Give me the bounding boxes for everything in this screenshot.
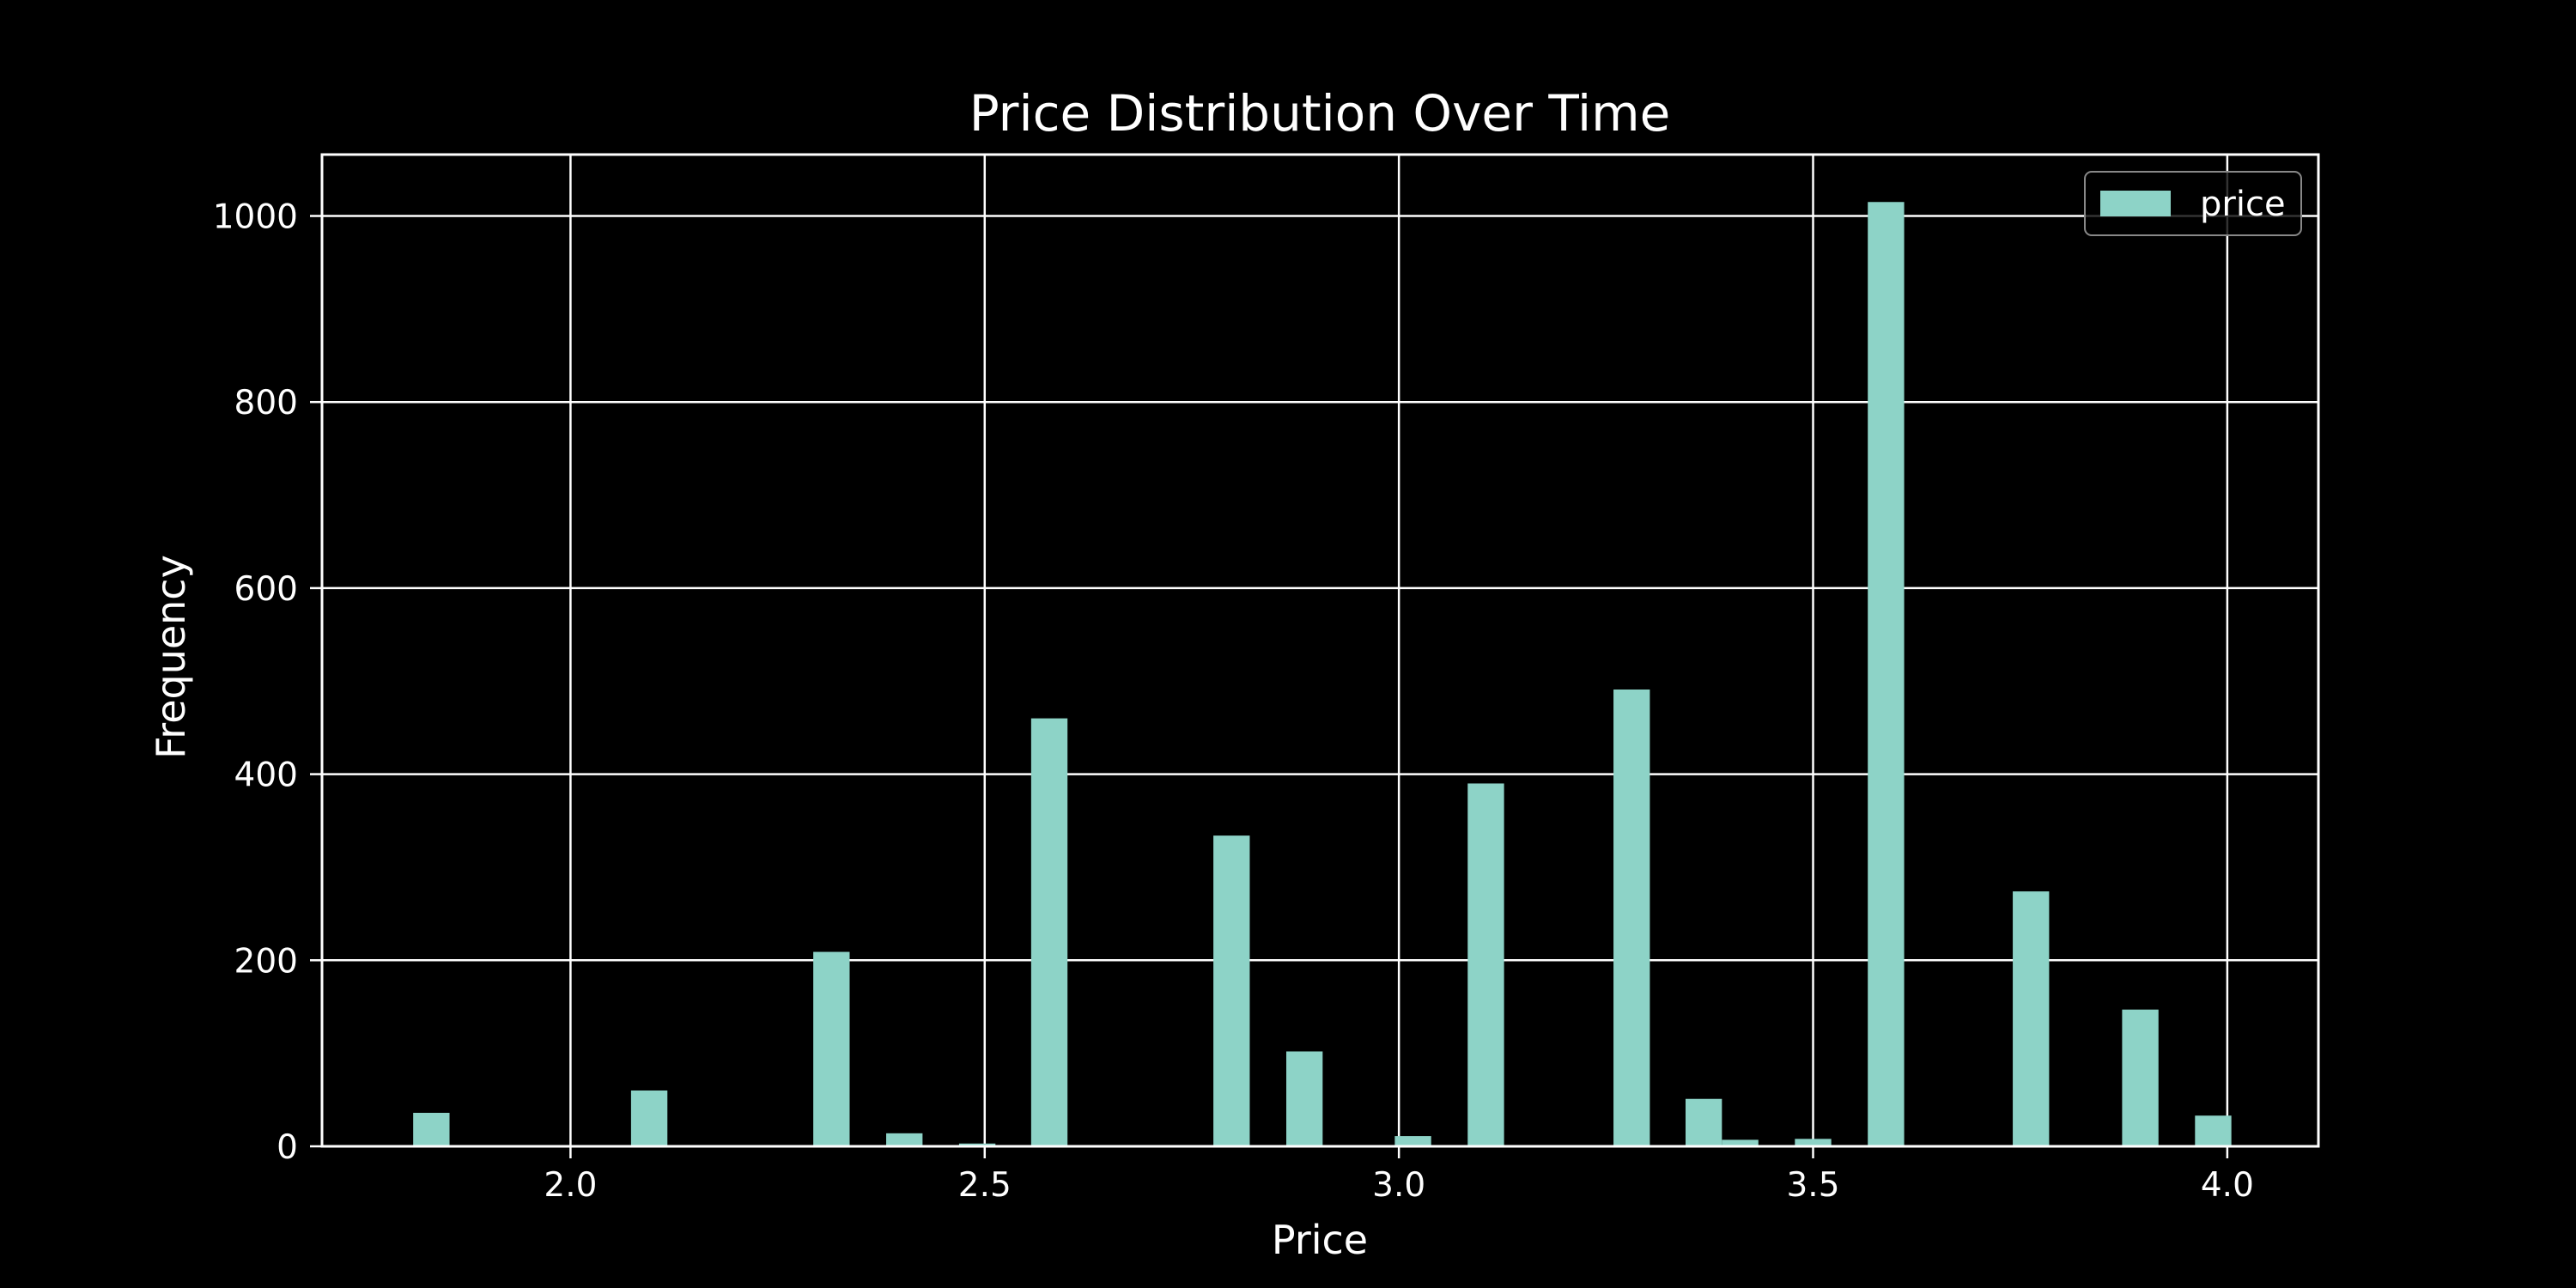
histogram-bar: [1868, 202, 1905, 1147]
histogram-bar: [2013, 891, 2050, 1146]
x-tick-label: 3.0: [1372, 1166, 1425, 1205]
y-tick-label: 800: [234, 384, 298, 422]
y-tick-label: 400: [234, 756, 298, 795]
y-tick-label: 0: [276, 1128, 298, 1167]
x-tick-label: 2.5: [958, 1166, 1012, 1205]
histogram-bar: [813, 951, 850, 1146]
legend-box: [2084, 171, 2302, 236]
y-tick-label: 1000: [213, 198, 298, 237]
plot-frame: [320, 153, 2320, 1148]
histogram-bar: [1030, 718, 1068, 1146]
histogram-bar: [1285, 1051, 1323, 1146]
y-axis-label: Frequency: [148, 555, 194, 759]
histogram-bar: [1613, 690, 1650, 1146]
y-tick-label: 200: [234, 942, 298, 981]
histogram-bar: [1213, 835, 1250, 1146]
histogram-bar: [2122, 1009, 2159, 1146]
legend-swatch: [2100, 191, 2171, 216]
histogram-bar: [958, 1143, 996, 1146]
x-tick-label: 3.5: [1786, 1166, 1839, 1205]
x-tick-label: 4.0: [2201, 1166, 2254, 1205]
histogram-bar: [1394, 1136, 1431, 1146]
histogram-bar: [413, 1112, 450, 1146]
legend-label: price: [2200, 185, 2286, 224]
histogram-bar: [886, 1133, 923, 1146]
x-tick-label: 2.0: [544, 1166, 597, 1205]
histogram-bar: [1467, 783, 1504, 1146]
legend: price: [2084, 171, 2302, 236]
histogram-bar: [630, 1090, 668, 1146]
x-axis-label: Price: [1272, 1217, 1368, 1263]
histogram-bar: [1685, 1098, 1722, 1146]
histogram-bar: [1722, 1139, 1759, 1146]
histogram-bars: [413, 202, 2232, 1147]
histogram-bar: [1795, 1139, 1832, 1146]
axis-ticks: 2.0 2.5 3.0 3.5 4.0 0 200 400 600 800 1000: [213, 198, 2254, 1205]
y-tick-label: 600: [234, 570, 298, 609]
grid-lines: [322, 155, 2318, 1148]
histogram-bar: [2195, 1115, 2232, 1146]
chart-title: Price Distribution Over Time: [969, 84, 1671, 143]
